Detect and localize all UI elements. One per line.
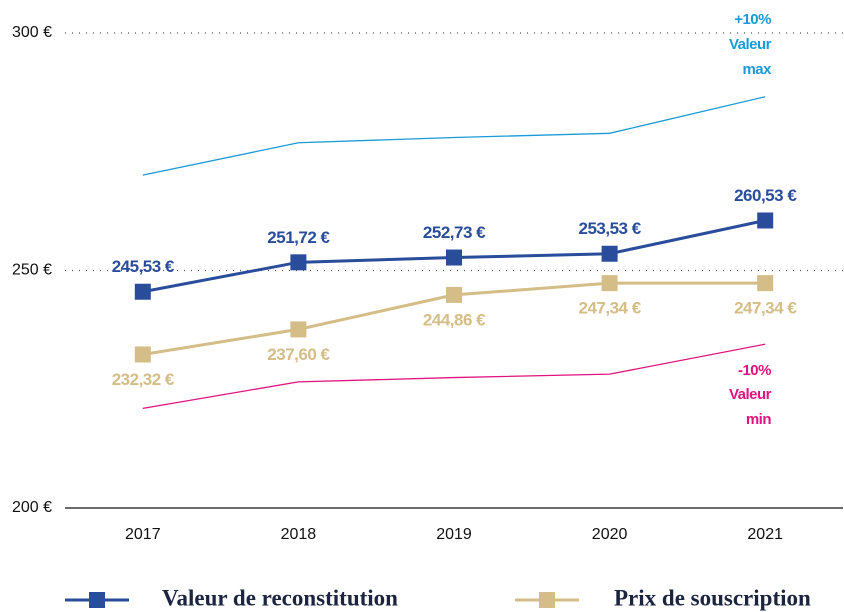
legend-label: Prix de souscription <box>614 585 811 610</box>
marker <box>290 254 307 271</box>
marker <box>601 245 618 262</box>
x-tick-label: 2018 <box>281 526 317 543</box>
x-tick-label: 2020 <box>592 526 628 543</box>
marker <box>757 212 774 229</box>
series-line <box>142 96 766 176</box>
marker <box>757 275 774 292</box>
annotation: min <box>746 411 772 428</box>
marker <box>134 283 151 300</box>
series-line <box>142 343 766 409</box>
x-tick-label: 2017 <box>125 526 161 543</box>
value-label: 253,53 € <box>579 219 642 238</box>
x-tick-label: 2021 <box>747 526 783 543</box>
value-label: 252,73 € <box>423 223 486 242</box>
y-tick-label: 200 € <box>12 499 52 516</box>
legend-label: Valeur de reconstitution <box>162 585 398 610</box>
value-label: 260,53 € <box>734 186 797 205</box>
value-label: 244,86 € <box>423 310 486 329</box>
marker <box>446 286 462 303</box>
legend-marker <box>89 592 105 608</box>
marker <box>446 249 462 266</box>
annotation: -10% <box>738 362 771 379</box>
marker <box>134 346 151 363</box>
annotation: max <box>742 61 772 78</box>
annotation: Valeur <box>729 36 772 53</box>
y-tick-label: 250 € <box>12 262 52 279</box>
value-label: 237,60 € <box>267 345 330 364</box>
value-label: 247,34 € <box>579 299 642 318</box>
annotation: +10% <box>734 11 771 28</box>
value-label: 251,72 € <box>267 228 330 247</box>
value-label: 245,53 € <box>112 257 175 276</box>
annotation: Valeur <box>729 386 772 403</box>
legend-marker <box>539 592 555 608</box>
x-tick-label: 2019 <box>436 526 472 543</box>
y-tick-label: 300 € <box>12 24 52 41</box>
value-label: 232,32 € <box>112 370 175 389</box>
value-label: 247,34 € <box>734 299 797 318</box>
marker <box>290 321 307 338</box>
marker <box>601 275 618 292</box>
